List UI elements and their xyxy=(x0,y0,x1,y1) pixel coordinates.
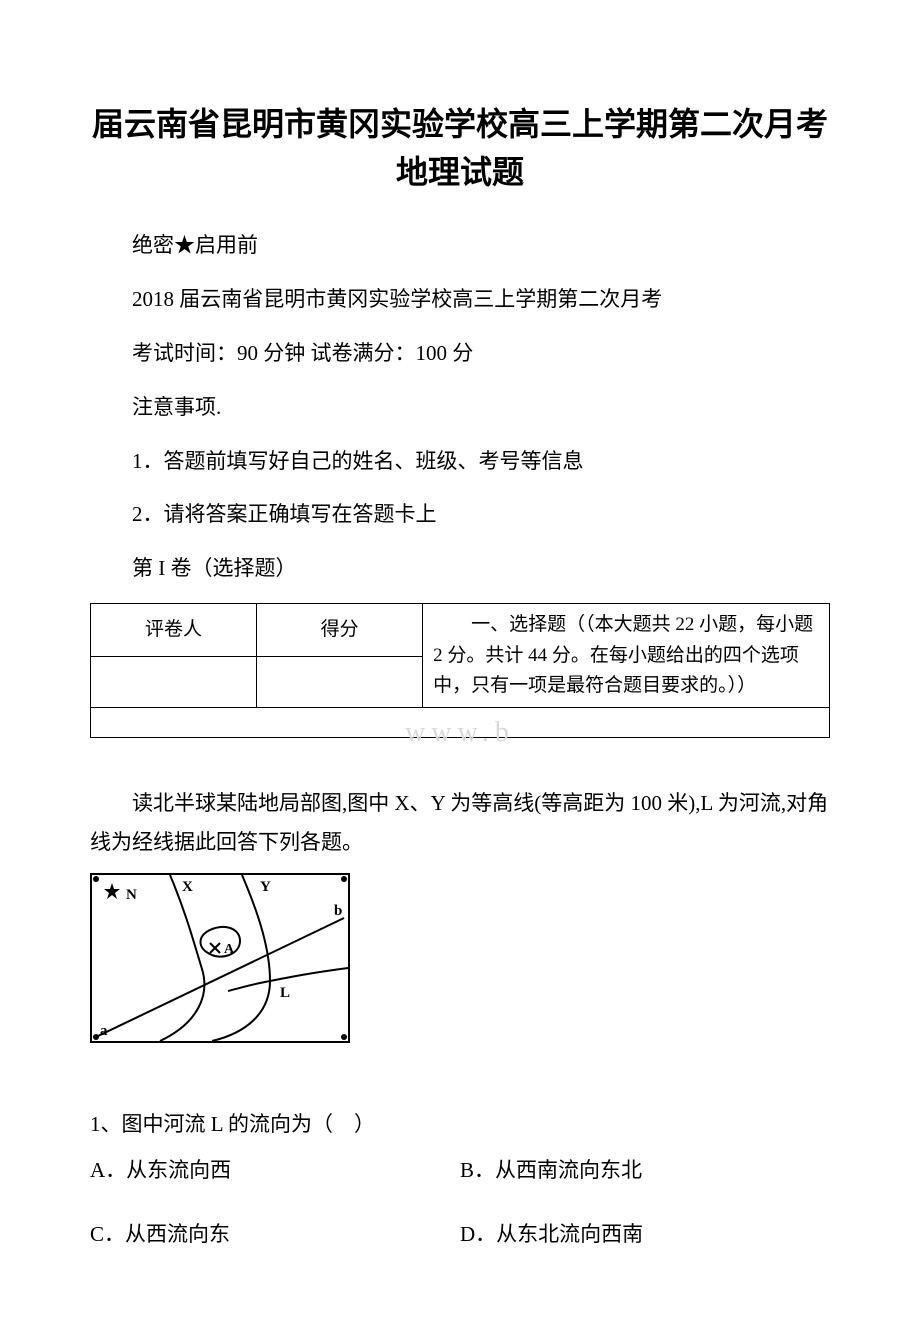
corner-dot xyxy=(93,876,99,882)
q1-choice-a: A．从东流向西 xyxy=(90,1151,460,1191)
reviewer-header: 评卷人 xyxy=(91,604,256,656)
reviewer-value xyxy=(91,657,256,707)
page-title: 届云南省昆明市黄冈实验学校高三上学期第二次月考地理试题 xyxy=(90,100,830,196)
contour-svg: N a b X Y L A xyxy=(90,873,350,1043)
time-score-line: 考试时间：90 分钟 试卷满分：100 分 xyxy=(90,334,830,374)
q1-choice-d: D．从东北流向西南 xyxy=(460,1215,830,1255)
b-label: b xyxy=(334,903,342,919)
x-label: X xyxy=(182,879,193,895)
score-box: 评卷人 得分 一、选择题（（本大题共 22 小题，每小题 2 分。共计 44 分… xyxy=(90,603,830,708)
score-header: 得分 xyxy=(256,604,422,656)
score-value xyxy=(256,657,422,707)
score-box-left: 评卷人 得分 xyxy=(91,604,423,707)
q1-choice-b: B．从西南流向东北 xyxy=(460,1151,830,1191)
score-box-value-row xyxy=(91,656,422,707)
secret-line: 绝密★启用前 xyxy=(90,226,830,266)
notice-2: 2．请将答案正确填写在答题卡上 xyxy=(90,495,830,535)
corner-dot xyxy=(341,1034,347,1040)
l-label: L xyxy=(280,985,290,1001)
notice-title: 注意事项. xyxy=(90,388,830,428)
notice-1: 1．答题前填写好自己的姓名、班级、考号等信息 xyxy=(90,442,830,482)
a-label: a xyxy=(100,1023,108,1039)
a-point-label: A xyxy=(224,942,235,957)
section-instructions: 一、选择题（（本大题共 22 小题，每小题 2 分。共计 44 分。在每小题给出… xyxy=(423,604,829,707)
exam-line: 2018 届云南省昆明市黄冈实验学校高三上学期第二次月考 xyxy=(90,280,830,320)
passage-text: 读北半球某陆地局部图,图中 X、Y 为等高线(等高距为 100 米),L 为河流… xyxy=(90,784,830,864)
score-box-footer xyxy=(90,708,830,738)
q1-choice-c: C．从西流向东 xyxy=(90,1215,460,1255)
score-box-header-row: 评卷人 得分 xyxy=(91,604,422,656)
contour-diagram: N a b X Y L A xyxy=(90,873,830,1054)
q1-choices: A．从东流向西 B．从西南流向东北 C．从西流向东 D．从东北流向西南 xyxy=(90,1151,830,1279)
n-label: N xyxy=(126,887,137,903)
q1-stem: 1、图中河流 L 的流向为（ ） xyxy=(90,1105,830,1145)
corner-dot xyxy=(341,876,347,882)
section-1-title: 第 I 卷（选择题） xyxy=(90,549,830,589)
y-label: Y xyxy=(260,879,271,895)
